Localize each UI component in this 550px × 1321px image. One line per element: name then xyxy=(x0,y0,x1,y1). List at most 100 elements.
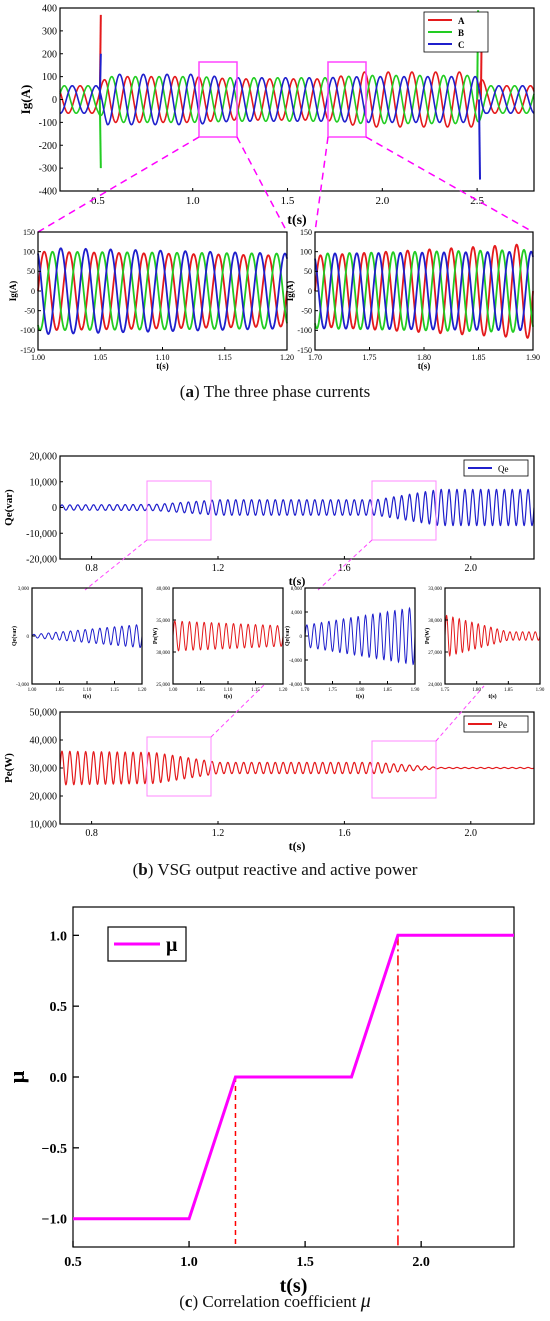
a-zoom-left-xtick-label: 1.10 xyxy=(156,353,170,362)
b-inset-3-ytick-label: 8,000 xyxy=(291,587,303,592)
b-pe-xtick-label: 1.2 xyxy=(212,828,225,839)
a-main-ytick-label: 100 xyxy=(42,72,57,83)
b-inset-2-xtick-label: 1.15 xyxy=(251,688,260,693)
a-zoom-right-xtick-label: 1.90 xyxy=(526,353,540,362)
b-pe-ytick-label: 30,000 xyxy=(30,764,58,775)
caption-a: (a) The three phase currents xyxy=(179,382,371,401)
b-qe-zoom-rect-right xyxy=(371,480,437,541)
a-main-ylabel: Ig(A) xyxy=(18,85,33,115)
a-main-ytick-label: 400 xyxy=(42,4,57,15)
a-zoom-right-ytick-label: -150 xyxy=(297,346,312,355)
b-inset-4-ytick-label: 30,000 xyxy=(428,619,442,624)
b-pe-series-Pe xyxy=(60,750,534,786)
a-main-ytick-label: 300 xyxy=(42,26,57,37)
b-inset-4-xtick-label: 1.80 xyxy=(472,688,481,693)
a-zoom-left-series-A xyxy=(37,250,288,332)
caption-b-letter: b xyxy=(138,860,148,879)
b-inset-2-xtick-label: 1.00 xyxy=(169,688,178,693)
a-zoom-left-ytick-label: 50 xyxy=(27,267,35,276)
a-zoom-left-ytick-label: 100 xyxy=(23,247,35,256)
b-inset-2-ytick-label: 25,000 xyxy=(156,683,170,688)
b-inset-1-ytick-label: 0 xyxy=(27,635,30,640)
b-connector-1 xyxy=(84,539,148,591)
a-main-series-C xyxy=(59,73,535,126)
c-ytick-label: 0.5 xyxy=(50,1000,68,1015)
a-main-ytick-label: 0 xyxy=(52,95,57,106)
a-main-xtick-label: 0.5 xyxy=(91,195,105,207)
b-qe-ytick-label: 0 xyxy=(52,503,57,514)
b-inset-4-ytick-label: 27,000 xyxy=(428,651,442,656)
b-pe-xtick-label: 0.8 xyxy=(85,828,98,839)
b-qe-series-group xyxy=(60,488,534,527)
caption-b-text: VSG output reactive and active power xyxy=(153,860,418,879)
caption-c-letter: c xyxy=(184,1292,193,1311)
a-main-series-A xyxy=(59,71,535,128)
b-inset-2-ytick-label: 40,000 xyxy=(156,587,170,592)
c-xtick-label: 0.5 xyxy=(64,1255,82,1270)
b-inset-4-ylabel: Pe(W) xyxy=(424,628,431,644)
b-connector-3 xyxy=(210,683,266,738)
b-inset-2-series-group xyxy=(173,620,283,652)
caption-a-letter: a xyxy=(185,382,194,401)
c-xtick-label: 2.0 xyxy=(412,1255,430,1270)
b-qe-ytick-label: -10,000 xyxy=(26,529,57,540)
a-zoom-connector-4 xyxy=(365,136,534,233)
b-qe-ytick-label: -20,000 xyxy=(26,555,57,566)
b-inset-3-xlabel: t(s) xyxy=(356,693,364,700)
b-pe-ytick-label: 20,000 xyxy=(30,792,58,803)
b-qe-xtick-label: 1.6 xyxy=(338,563,351,574)
b-inset-1-xlabel: t(s) xyxy=(83,693,91,700)
c-xtick-label: 1.5 xyxy=(296,1255,314,1270)
caption-b: (b) VSG output reactive and active power xyxy=(132,860,418,879)
b-pe-zoom-rect-left xyxy=(146,736,212,797)
a-main-xtick-label: 2.0 xyxy=(375,195,389,207)
caption-c-symbol: μ xyxy=(360,1290,371,1312)
a-zoom-connector-2 xyxy=(236,136,288,233)
b-pe-ytick-label: 10,000 xyxy=(30,820,58,831)
b-inset-1-xtick-label: 1.20 xyxy=(138,688,147,693)
b-inset-1-xtick-label: 1.10 xyxy=(83,688,92,693)
a-zoom-rect-left xyxy=(198,61,238,138)
b-pe-zoom-rect-right xyxy=(371,740,437,799)
a-main-ytick-label: -100 xyxy=(39,118,57,129)
b-inset-2-xlabel: t(s) xyxy=(224,693,232,700)
a-zoom-right-ytick-label: 100 xyxy=(300,247,312,256)
a-zoom-right-ytick-label: 0 xyxy=(308,287,312,296)
b-inset-3-series-group xyxy=(305,606,415,666)
a-main-ytick-label: -200 xyxy=(39,141,57,152)
a-main-xtick-label: 1.0 xyxy=(186,195,200,207)
a-zoom-connector-3 xyxy=(314,136,329,233)
c-ytick-label: 1.0 xyxy=(50,929,68,944)
b-connector-2 xyxy=(317,539,373,591)
a-zoom-left-ytick-label: 150 xyxy=(23,228,35,237)
c-legend-label: μ xyxy=(166,934,178,956)
caption-c: (c) Correlation coefficient μ xyxy=(179,1290,371,1312)
a-zoom-right-series-B xyxy=(314,248,534,333)
b-pe-xlabel: t(s) xyxy=(289,839,306,853)
b-inset-2-ytick-label: 35,000 xyxy=(156,619,170,624)
a-main-legend-label-A: A xyxy=(458,16,465,26)
a-zoom-right-ytick-label: 150 xyxy=(300,228,312,237)
a-zoom-right-ytick-label: 50 xyxy=(304,267,312,276)
b-inset-1-xtick-label: 1.15 xyxy=(110,688,119,693)
a-main-xtick-label: 1.5 xyxy=(281,195,295,207)
b-inset-3-xtick-label: 1.70 xyxy=(301,688,310,693)
b-inset-3-series xyxy=(305,606,415,666)
b-inset-1-ytick-label: -3,000 xyxy=(16,683,29,688)
b-inset-4-series-group xyxy=(445,614,540,657)
b-qe-ytick-label: 10,000 xyxy=(30,477,58,488)
a-main-transient-C-1 xyxy=(478,99,482,180)
c-xtick-label: 1.0 xyxy=(180,1255,198,1270)
a-main-xlabel: t(s) xyxy=(287,213,307,228)
a-zoom-left-ytick-label: 0 xyxy=(31,287,35,296)
b-inset-1-series-group xyxy=(32,624,142,649)
a-zoom-right-ytick-label: -50 xyxy=(301,306,312,315)
b-inset-4-xlabel: t(s) xyxy=(488,693,496,700)
a-zoom-left-ytick-label: -150 xyxy=(20,346,35,355)
b-inset-2-series xyxy=(173,620,283,652)
a-zoom-connector-1 xyxy=(37,136,200,233)
c-ylabel: μ xyxy=(4,1070,29,1083)
b-pe-ytick-label: 50,000 xyxy=(30,708,58,719)
a-zoom-left-series-C xyxy=(37,247,288,335)
